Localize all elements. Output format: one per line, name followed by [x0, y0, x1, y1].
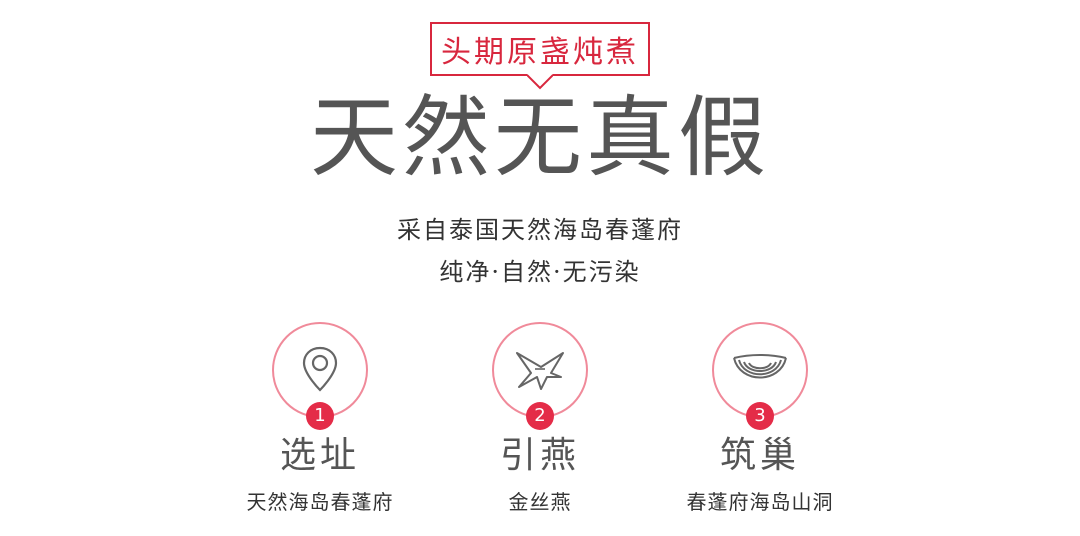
badge-text: 头期原盏炖煮 — [441, 27, 639, 71]
step-number-badge: 2 — [526, 402, 554, 430]
feature-attract-swiftlets: 2 引燕 金丝燕 — [420, 322, 660, 515]
feature-subtitle: 春蓬府海岛山洞 — [640, 486, 880, 515]
location-pin-icon — [298, 344, 342, 396]
swallow-bird-icon — [511, 347, 569, 393]
feature-icon-wrap: 3 — [712, 322, 808, 418]
feature-subtitle: 金丝燕 — [420, 486, 660, 515]
feature-icon-wrap: 1 — [272, 322, 368, 418]
feature-site-selection: 1 选址 天然海岛春蓬府 — [200, 322, 440, 515]
feature-title: 筑巢 — [640, 436, 880, 476]
feature-title: 选址 — [200, 436, 440, 476]
feature-subtitle: 天然海岛春蓬府 — [200, 486, 440, 515]
step-number-badge: 1 — [306, 402, 334, 430]
feature-icon-wrap: 2 — [492, 322, 588, 418]
bird-nest-icon — [730, 350, 790, 390]
feature-title: 引燕 — [420, 436, 660, 476]
title-badge: 头期原盏炖煮 — [430, 22, 650, 76]
feature-nest-building: 3 筑巢 春蓬府海岛山洞 — [640, 322, 880, 515]
subtitle-origin: 采自泰国天然海岛春蓬府 — [0, 210, 1080, 245]
step-number-badge: 3 — [746, 402, 774, 430]
headline: 天然无真假 — [0, 88, 1080, 188]
subtitle-qualities: 纯净·自然·无污染 — [0, 252, 1080, 287]
